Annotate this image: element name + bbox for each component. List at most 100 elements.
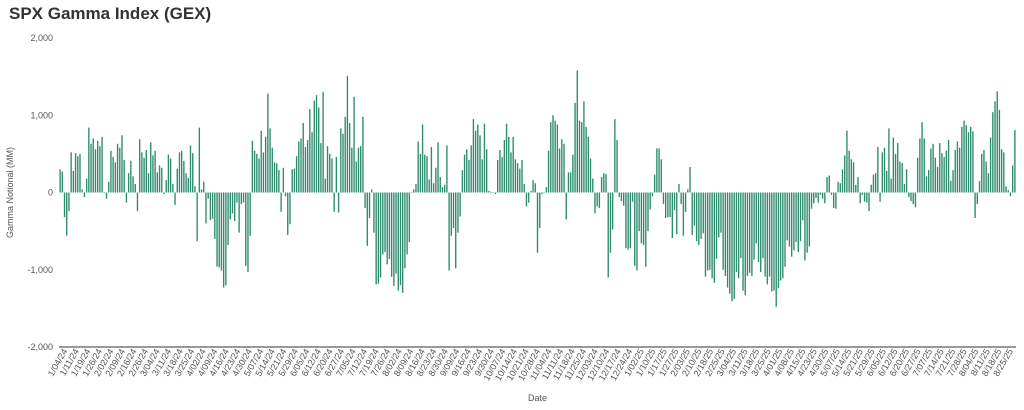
- bar: [519, 168, 521, 193]
- bar: [426, 156, 428, 193]
- bar: [508, 136, 510, 193]
- bar: [326, 146, 329, 193]
- bar: [636, 192, 638, 271]
- bar: [337, 192, 340, 213]
- bar: [158, 165, 161, 193]
- bar: [461, 170, 464, 193]
- bar: [527, 192, 530, 203]
- bar: [733, 192, 735, 300]
- bar: [857, 177, 859, 193]
- bar: [618, 192, 620, 198]
- bar: [397, 192, 399, 291]
- bar: [793, 192, 795, 251]
- bar: [348, 122, 351, 193]
- bar: [238, 192, 240, 233]
- bar: [1009, 192, 1012, 197]
- bar: [251, 140, 254, 193]
- bar: [379, 192, 382, 278]
- bar: [934, 157, 937, 193]
- bar: [558, 148, 561, 193]
- bar: [340, 128, 342, 193]
- chart-title: SPX Gamma Index (GEX): [9, 4, 212, 23]
- bar: [355, 161, 357, 193]
- bar: [844, 155, 846, 193]
- bar: [950, 180, 952, 193]
- bar: [406, 192, 408, 255]
- bar: [211, 192, 214, 219]
- bar: [271, 147, 273, 193]
- y-axis: 2,000 1,000 0 -1,000 -2,000: [27, 33, 53, 352]
- bar: [92, 138, 94, 193]
- bar: [539, 192, 541, 229]
- bar: [99, 146, 101, 193]
- bar: [777, 192, 780, 289]
- bar: [567, 172, 570, 193]
- bar: [874, 173, 877, 193]
- bar: [503, 139, 506, 193]
- bar: [947, 139, 950, 193]
- bar: [494, 192, 497, 195]
- bar: [835, 192, 837, 209]
- bar: [273, 162, 276, 193]
- bar: [587, 136, 590, 193]
- bar: [125, 192, 128, 203]
- bar: [859, 192, 861, 204]
- bar: [850, 159, 853, 193]
- bar: [72, 170, 75, 193]
- bar: [165, 180, 167, 193]
- bar: [194, 186, 196, 193]
- bar: [234, 192, 236, 222]
- bar: [1012, 165, 1014, 193]
- bar: [905, 169, 908, 193]
- bar: [943, 156, 945, 193]
- bar: [481, 159, 483, 193]
- bar: [620, 192, 623, 201]
- bar: [225, 192, 227, 286]
- bar: [892, 137, 895, 193]
- bar: [132, 176, 134, 193]
- bar: [497, 160, 499, 193]
- bar: [282, 167, 285, 193]
- bar: [68, 192, 70, 212]
- bar: [231, 192, 234, 214]
- bar: [227, 192, 229, 246]
- bar: [485, 149, 488, 193]
- bar: [616, 139, 618, 193]
- bar: [264, 136, 267, 193]
- bar: [939, 143, 941, 193]
- bar: [240, 192, 243, 205]
- bar: [335, 156, 338, 193]
- bar: [921, 122, 923, 193]
- bar: [932, 143, 934, 193]
- bar: [499, 150, 501, 193]
- bar: [607, 192, 609, 278]
- bar: [819, 192, 822, 195]
- bar: [74, 153, 77, 193]
- bar: [154, 150, 156, 193]
- bar: [218, 192, 220, 268]
- bar: [583, 101, 585, 193]
- bar: [910, 192, 912, 201]
- bar: [163, 192, 165, 195]
- bar: [561, 139, 563, 193]
- bar: [130, 160, 132, 193]
- bar: [150, 142, 152, 193]
- bar: [108, 181, 110, 193]
- bar: [123, 160, 125, 193]
- bar: [362, 116, 364, 193]
- bar: [576, 70, 578, 193]
- bar: [682, 192, 685, 236]
- bar: [276, 163, 278, 193]
- bar: [421, 124, 424, 193]
- bar: [472, 119, 475, 193]
- bar: [183, 160, 185, 193]
- bar: [614, 119, 616, 193]
- bar: [523, 184, 525, 193]
- bar: [185, 173, 187, 193]
- bar: [954, 150, 956, 193]
- bar: [229, 192, 231, 220]
- bar: [649, 192, 651, 210]
- bar: [61, 171, 63, 193]
- bar: [463, 154, 466, 193]
- bar: [883, 147, 886, 193]
